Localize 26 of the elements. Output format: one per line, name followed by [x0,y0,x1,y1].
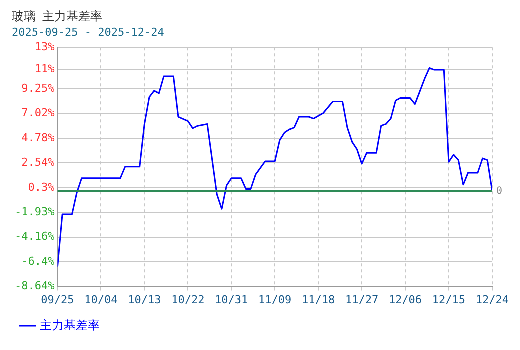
y-tick-label: 13% [34,40,56,54]
x-tick-label: 12/24 [476,293,510,306]
y-tick-label: -1.93% [14,205,56,218]
y-tick-label: 0.3% [28,180,56,194]
x-tick-label: 10/04 [84,293,118,306]
y-tick-label: 9.25% [22,82,56,95]
y-tick-label: -4.16% [14,230,56,244]
x-tick-label: 10/22 [172,293,205,306]
x-tick-label: 11/27 [345,293,379,306]
x-tick-label: 12/06 [388,293,422,306]
y-tick-label: 7.02% [22,106,56,120]
y-tick-label: -8.64% [14,280,56,293]
y-tick-label: 2.54% [22,156,56,170]
chart-title: 玻璃 主力基差率 [12,10,103,24]
x-tick-label: 10/13 [128,293,162,306]
ref-line-label: 0 [496,186,502,197]
x-tick-label: 10/31 [215,293,248,306]
x-tick-label: 09/25 [41,293,74,306]
y-tick-label: 4.78% [22,131,56,144]
y-tick-label: 11% [34,62,56,76]
y-tick-label: -6.4% [22,254,56,268]
chart-subtitle: 2025-09-25 - 2025-12-24 [12,26,165,39]
legend-label: 主力基差率 [40,318,100,332]
x-tick-label: 11/18 [302,293,336,306]
x-tick-label: 12/15 [432,293,466,306]
x-tick-label: 11/09 [258,293,292,306]
